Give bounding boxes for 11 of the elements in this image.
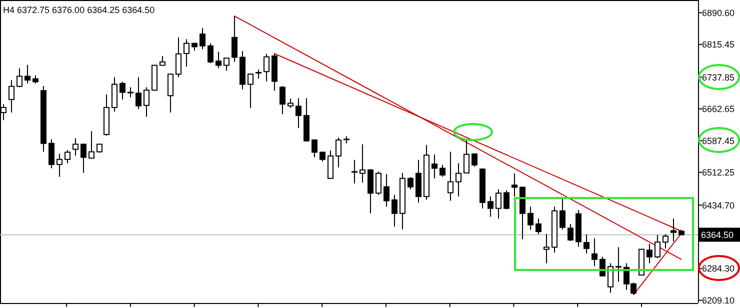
chart-title: H4 6372.75 6376.00 6364.25 6364.50 (3, 5, 155, 15)
y-tick-label: 6512.25 (702, 168, 735, 178)
ref-line-label: 6364.50 (701, 230, 734, 240)
y-tick-label: 6890.60 (702, 8, 735, 18)
y-tick-label: 6434.70 (702, 200, 735, 210)
y-tick-label: 6737.85 (702, 72, 735, 82)
y-tick-label: 6284.30 (702, 264, 735, 274)
y-tick-label: 6815.45 (702, 40, 735, 50)
y-tick-label: 6662.65 (702, 104, 735, 114)
y-tick-label: 6209.10 (702, 295, 735, 306)
y-tick-label: 6587.45 (702, 136, 735, 146)
